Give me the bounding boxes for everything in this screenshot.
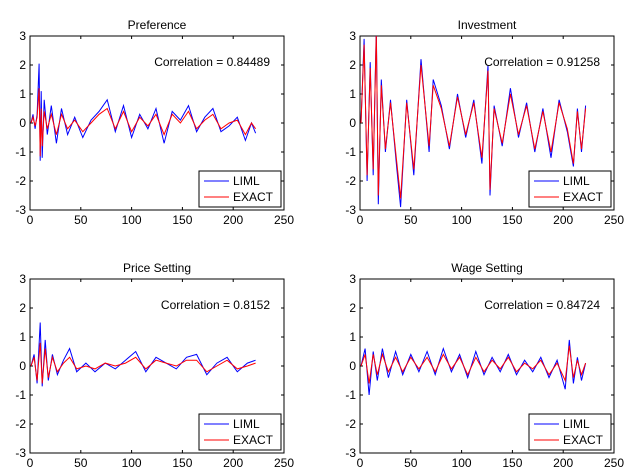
series-line-exact [30,88,257,157]
y-tick-label: -3 [15,203,26,217]
subplot-2: Investment 0 50 100 150 200 250 -3 -2 -1 0 1 2 3 Corre… [345,18,624,227]
legend-box [528,413,612,451]
x-tick-label: 150 [502,213,522,227]
subplot-4: Wage Setting 0 50 100 150 200 250 -3 -2 -1 0 1 2 3 Cor… [345,261,624,470]
y-tick-label: -3 [345,203,356,217]
y-tick-label: -3 [15,446,26,460]
correlation-annotation: Correlation = 0.84489 [154,55,270,69]
x-tick-label: 250 [604,213,624,227]
y-tick-label: 0 [19,359,26,373]
chart-title: Preference [128,18,187,32]
correlation-annotation: Correlation = 0.8152 [161,298,270,312]
y-tick-label: 3 [19,272,26,286]
y-tick-label: -1 [345,388,356,402]
x-tick-label: 200 [553,456,573,470]
y-tick-label: 1 [349,330,356,344]
legend-label-exact: EXACT [233,433,274,447]
legend-label-exact: EXACT [233,190,274,204]
y-tick-label: 2 [349,301,356,315]
legend-label-liml: LIML [233,417,260,431]
legend-label-liml: LIML [563,417,590,431]
x-tick-label: 50 [404,456,418,470]
y-tick-label: 2 [19,301,26,315]
x-tick-label: 250 [274,213,294,227]
y-tick-label: -1 [345,145,356,159]
x-tick-label: 0 [27,456,34,470]
y-tick-label: 1 [19,87,26,101]
y-tick-label: -1 [15,145,26,159]
x-tick-label: 200 [553,213,573,227]
legend-label-liml: LIML [563,174,590,188]
series-line-exact [360,345,587,384]
x-tick-label: 200 [223,213,243,227]
y-tick-label: -2 [345,174,356,188]
x-tick-label: 50 [404,213,418,227]
x-tick-label: 100 [452,456,472,470]
x-tick-label: 150 [172,213,192,227]
legend-label-exact: EXACT [563,190,604,204]
x-tick-label: 250 [604,456,624,470]
chart-title: Investment [458,18,517,32]
y-tick-label: 1 [19,330,26,344]
chart-title: Price Setting [123,261,191,275]
y-tick-label: -3 [345,446,356,460]
y-tick-label: 3 [19,29,26,43]
x-tick-label: 100 [122,213,142,227]
series-line-exact [360,36,587,199]
chart-title: Wage Setting [451,261,523,275]
series-line-liml [30,63,257,161]
x-tick-label: 0 [357,456,364,470]
x-tick-label: 150 [502,456,522,470]
y-tick-label: -2 [345,417,356,431]
subplot-1: Preference 0 50 100 150 200 250 -3 -2 -1 0 1 2 3 Corre… [15,18,294,227]
legend-label-exact: EXACT [563,433,604,447]
legend-label-liml: LIML [233,174,260,188]
x-tick-label: 50 [74,456,88,470]
correlation-annotation: Correlation = 0.91258 [484,55,600,69]
y-tick-label: 0 [19,116,26,130]
x-tick-label: 0 [357,213,364,227]
y-tick-label: 0 [349,359,356,373]
y-tick-label: -2 [15,174,26,188]
series-line-liml [30,322,256,387]
y-tick-label: -2 [15,417,26,431]
x-tick-label: 0 [27,213,34,227]
y-tick-label: 2 [349,58,356,72]
x-tick-label: 250 [274,456,294,470]
y-tick-label: 0 [349,116,356,130]
series-line-exact [30,342,256,384]
x-tick-label: 100 [122,456,142,470]
legend-box [198,413,282,451]
x-tick-label: 150 [172,456,192,470]
x-tick-label: 50 [74,213,88,227]
correlation-annotation: Correlation = 0.84724 [484,298,600,312]
y-tick-label: 3 [349,272,356,286]
x-tick-label: 100 [452,213,472,227]
y-tick-label: 2 [19,58,26,72]
y-tick-label: -1 [15,388,26,402]
x-tick-label: 200 [223,456,243,470]
y-tick-label: 1 [349,87,356,101]
legend-box [528,170,612,208]
legend-box [198,170,282,208]
y-tick-label: 3 [349,29,356,43]
subplot-3: Price Setting 0 50 100 150 200 250 -3 -2 -1 0 1 2 3 Co… [15,261,294,470]
